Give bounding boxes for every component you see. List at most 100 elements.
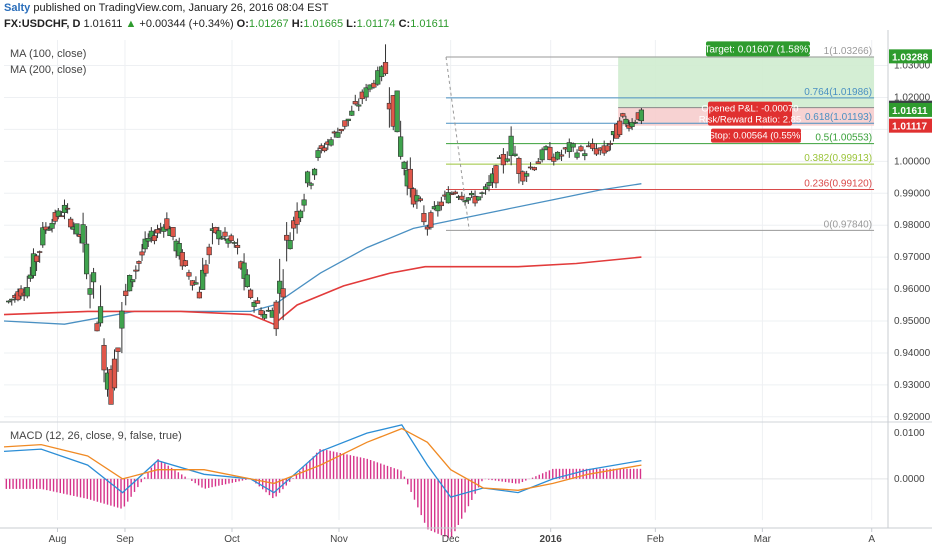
price-tick-label: 0.98000 <box>894 220 931 231</box>
candle-body <box>311 168 318 176</box>
candle-body <box>578 146 584 152</box>
fib-level-label: 0.236(0.99120) <box>804 178 872 189</box>
candle-body <box>258 310 264 315</box>
candle-body <box>349 110 355 116</box>
candle-body <box>504 158 510 162</box>
candle-body <box>90 272 97 283</box>
candle-body <box>414 195 420 202</box>
fib-level-label: 0(0.97840) <box>824 219 872 230</box>
time-tick-label: A <box>868 534 875 545</box>
candle-body <box>200 269 206 290</box>
candle-body <box>127 275 133 292</box>
candle-body <box>435 204 441 212</box>
change-arrow-icon: ▲ <box>125 18 137 30</box>
candle-body <box>273 301 279 330</box>
candle-body <box>186 272 192 277</box>
stop-label: Stop: 0.00564 (0.55%) <box>708 131 803 142</box>
candle-body <box>213 227 219 234</box>
author-name[interactable]: Salty <box>4 2 31 14</box>
candle-body <box>216 230 222 240</box>
candle-body <box>251 302 257 307</box>
time-tick-label: Aug <box>49 534 67 545</box>
candle-body <box>604 145 610 152</box>
candle-body <box>101 344 107 371</box>
candle-body <box>493 165 499 184</box>
candle-body <box>176 243 182 257</box>
candle-body <box>382 62 389 74</box>
ma200-legend[interactable]: MA (200, close) <box>10 64 87 76</box>
price-tag <box>889 49 932 64</box>
fibonacci-retracement[interactable]: 1(1.03266) 0.764(1.01986) 0.618(1.01193) 0.… <box>445 46 875 231</box>
candle-body <box>80 224 86 244</box>
candle-body <box>315 150 321 158</box>
close-label: C: <box>398 18 411 30</box>
candle-body <box>459 195 465 200</box>
candle-body <box>145 238 151 242</box>
candle-body <box>182 260 189 266</box>
candle-body <box>164 218 170 230</box>
candle-body <box>623 118 629 125</box>
fib-level-label: 0.382(0.99913) <box>804 153 872 164</box>
price-tag-label: 1.03288 <box>892 52 929 63</box>
rr-label: Risk/Reward Ratio: 2.85 <box>699 115 801 126</box>
publish-info: published on TradingView.com, January 26… <box>33 2 329 14</box>
candle-body <box>284 234 290 241</box>
candle-body <box>304 171 311 184</box>
candle-body <box>234 244 241 248</box>
candle-body <box>64 207 71 210</box>
candle-body <box>558 154 565 157</box>
candle-body <box>18 288 24 297</box>
candle-body <box>475 196 482 201</box>
candle-body <box>449 193 455 196</box>
candle-body <box>301 199 307 206</box>
candle-body <box>241 262 247 279</box>
candle-body <box>280 288 286 298</box>
symbol-label[interactable]: FX:USDCHF, D <box>4 18 81 30</box>
candle-body <box>196 291 203 299</box>
grid <box>4 40 888 520</box>
candle-body <box>345 118 351 122</box>
candle-body <box>462 200 468 203</box>
pnl-label-box <box>708 101 792 126</box>
candle-body <box>55 210 61 217</box>
publish-line: Salty published on TradingView.com, Janu… <box>4 2 329 14</box>
candle-body <box>49 222 55 229</box>
price-tag <box>889 102 932 117</box>
price-tag <box>889 118 932 133</box>
candle-body <box>318 145 324 150</box>
candle-body <box>363 87 369 98</box>
candle-body <box>287 240 293 250</box>
candle-body <box>516 157 522 174</box>
price-tick-label: 0.94000 <box>894 348 931 359</box>
target-label-box <box>706 41 810 57</box>
candle-body <box>30 253 37 276</box>
candle-body <box>154 229 161 234</box>
macd-tick-label: 0.0000 <box>894 474 925 485</box>
open-value: 1.01267 <box>248 18 289 30</box>
candle-body <box>375 70 381 85</box>
macd-panel <box>0 421 932 539</box>
candle-body <box>547 146 553 161</box>
candle-body <box>111 358 118 389</box>
macd-tick-label: 0.0100 <box>894 428 925 439</box>
candle-body <box>508 135 514 156</box>
macd-legend[interactable]: MACD (12, 26, close, 9, false, true) <box>10 430 182 442</box>
candle-body <box>629 122 635 127</box>
ma100-legend[interactable]: MA (100, close) <box>10 48 87 60</box>
candle-body <box>247 289 254 298</box>
candle-body <box>68 218 74 228</box>
candle-body <box>277 280 283 294</box>
candle-body <box>535 161 541 164</box>
candle-body <box>9 298 15 301</box>
axes: 1.030001.020001.010001.000000.990000.980… <box>0 30 932 545</box>
high-value: 1.01665 <box>303 18 344 30</box>
candle-body <box>638 109 645 122</box>
candle-body <box>254 300 261 304</box>
candle-body <box>452 191 458 194</box>
candle-body <box>27 274 33 279</box>
candle-body <box>58 215 64 218</box>
candle-body <box>342 120 348 127</box>
candle-body <box>428 212 434 228</box>
price-tick-label: 1.03000 <box>894 61 931 72</box>
